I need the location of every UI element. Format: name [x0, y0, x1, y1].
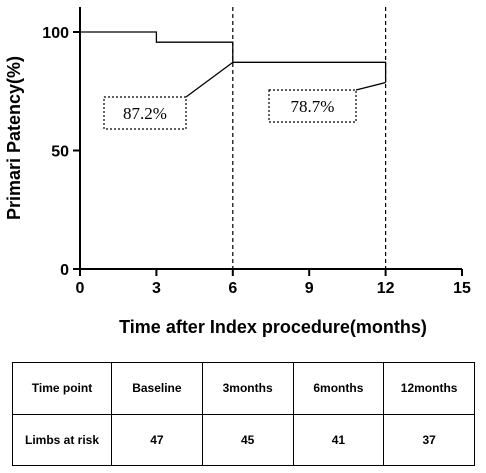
annotation-box-0: [103, 96, 187, 130]
survival-curve-0: [80, 31, 387, 83]
kaplan-meier-chart: 0 3 6 9 12 15 0 50 100 87.2% 78.7% Time after Inde…: [4, 7, 471, 337]
table-cell: 47: [111, 413, 203, 466]
y-tick-label-2: 100: [42, 25, 69, 42]
table-cell: Baseline: [111, 362, 203, 415]
table-cell: 6months: [292, 362, 385, 415]
plot-area: 0 3 6 9 12 15 0 50 100 87.2% 78.7%: [42, 7, 471, 297]
annotation-leader-0: [185, 61, 234, 98]
x-tick-label-4: 12: [377, 280, 395, 297]
table-cell: 41: [292, 413, 385, 466]
annotation-label-1: 78.7%: [291, 97, 335, 116]
annotation-leader-1: [355, 81, 386, 91]
table-cell: Time point: [12, 362, 112, 415]
at-risk-table: Time point Baseline 3months 6months 12mo…: [12, 362, 475, 466]
table-cell: 37: [383, 413, 475, 466]
x-axis-title: Time after Index procedure(months): [119, 317, 427, 337]
x-tick-label-1: 3: [152, 280, 161, 297]
y-tick-label-1: 50: [51, 144, 69, 161]
table-cell: 45: [201, 413, 294, 466]
x-tick-label-5: 15: [453, 280, 471, 297]
annotation-box-1: [268, 89, 357, 123]
y-tick-label-0: 0: [60, 262, 69, 279]
table-cell: 12months: [383, 362, 475, 415]
table-row: Time point Baseline 3months 6months 12mo…: [12, 362, 475, 415]
table-cell: 3months: [201, 362, 294, 415]
x-tick-label-2: 6: [228, 280, 237, 297]
annotation-label-0: 87.2%: [123, 104, 167, 123]
table-cell: Limbs at risk: [12, 413, 112, 466]
x-tick-label-3: 9: [305, 280, 314, 297]
table-row: Limbs at risk 47 45 41 37: [12, 413, 475, 466]
y-axis-title: Primari Patency(%): [4, 56, 24, 220]
x-tick-label-0: 0: [76, 280, 85, 297]
